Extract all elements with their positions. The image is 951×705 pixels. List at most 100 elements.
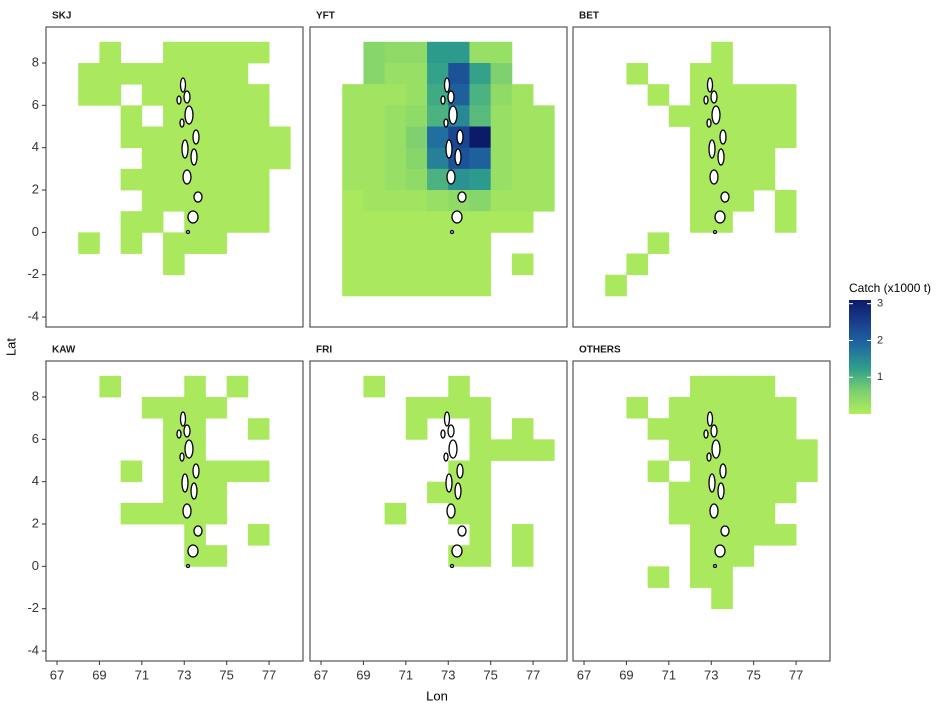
island	[703, 95, 709, 105]
island	[446, 503, 456, 519]
x-tick-label: 69	[619, 667, 633, 682]
cell	[363, 274, 386, 297]
cell	[405, 62, 428, 85]
cell	[405, 211, 428, 233]
cell	[533, 126, 555, 149]
cell	[711, 375, 733, 398]
cell	[163, 62, 185, 85]
cell	[690, 105, 712, 127]
cell	[427, 481, 449, 504]
island	[456, 463, 464, 479]
cell	[384, 253, 407, 276]
island	[709, 503, 719, 519]
cell	[363, 375, 386, 398]
cell	[647, 232, 670, 254]
panel-border	[309, 360, 568, 662]
cell	[163, 460, 185, 483]
cell	[78, 62, 100, 85]
panel-title: BET	[579, 11, 599, 22]
panel	[78, 41, 291, 276]
island	[187, 210, 199, 224]
panel-title: YFT	[316, 11, 335, 22]
island	[185, 229, 191, 235]
cell	[533, 147, 555, 170]
cell	[469, 524, 492, 546]
cell	[753, 524, 776, 546]
cell	[247, 524, 270, 546]
x-tick-label: 75	[219, 667, 233, 682]
island	[456, 129, 464, 145]
island	[712, 229, 718, 235]
cell	[184, 232, 206, 254]
cell	[668, 396, 691, 419]
cell	[427, 105, 449, 127]
cell	[647, 566, 670, 588]
cell	[247, 190, 270, 212]
cell	[732, 375, 755, 398]
cell	[753, 439, 776, 461]
island	[446, 169, 456, 185]
cell	[384, 168, 407, 191]
cell	[690, 502, 712, 525]
island	[181, 139, 189, 159]
x-tick-label: 77	[789, 667, 803, 682]
island	[717, 482, 725, 500]
cell	[490, 84, 513, 106]
cell	[469, 502, 492, 525]
cell	[511, 84, 534, 106]
island	[440, 95, 446, 105]
cell	[405, 253, 428, 276]
cell	[448, 396, 470, 419]
island	[443, 118, 449, 128]
cell	[490, 439, 513, 461]
cell	[427, 396, 449, 419]
x-tick-label: 67	[314, 667, 328, 682]
cell	[732, 460, 755, 483]
cell	[120, 105, 143, 127]
cell	[184, 396, 206, 419]
x-tick-label: 75	[483, 667, 497, 682]
cell	[469, 396, 492, 419]
island	[449, 563, 455, 569]
cell	[384, 274, 407, 297]
cell	[490, 147, 513, 170]
cell	[511, 211, 534, 233]
panel-border	[309, 26, 568, 328]
cell	[342, 168, 364, 191]
x-tick-label: 67	[50, 667, 64, 682]
cell	[469, 126, 492, 149]
island	[706, 77, 714, 93]
cell	[405, 190, 428, 212]
cell	[342, 232, 364, 254]
cell	[490, 190, 513, 212]
colorbar-tick-label: 2	[877, 334, 883, 346]
island	[190, 148, 198, 166]
cell	[690, 524, 712, 546]
cell	[511, 418, 534, 440]
y-tick-label: 0	[32, 224, 39, 239]
island	[714, 210, 726, 224]
cell	[448, 232, 470, 254]
x-tick-label: 77	[262, 667, 276, 682]
cell	[247, 84, 270, 106]
panel-title: SKJ	[52, 11, 71, 22]
cell	[774, 105, 797, 127]
cell	[647, 418, 670, 440]
island	[443, 411, 451, 427]
cell	[205, 190, 228, 212]
island	[183, 90, 191, 104]
island	[440, 429, 446, 439]
island	[720, 525, 730, 537]
cell	[427, 126, 449, 149]
cell	[469, 62, 492, 85]
island	[192, 129, 200, 145]
cell	[141, 396, 164, 419]
cell	[184, 41, 206, 64]
cell	[205, 545, 228, 567]
cell	[363, 147, 386, 170]
y-tick-label: 8	[32, 54, 39, 69]
cell	[363, 62, 386, 85]
cell	[205, 126, 228, 149]
cell	[796, 439, 818, 461]
cell	[363, 168, 386, 191]
